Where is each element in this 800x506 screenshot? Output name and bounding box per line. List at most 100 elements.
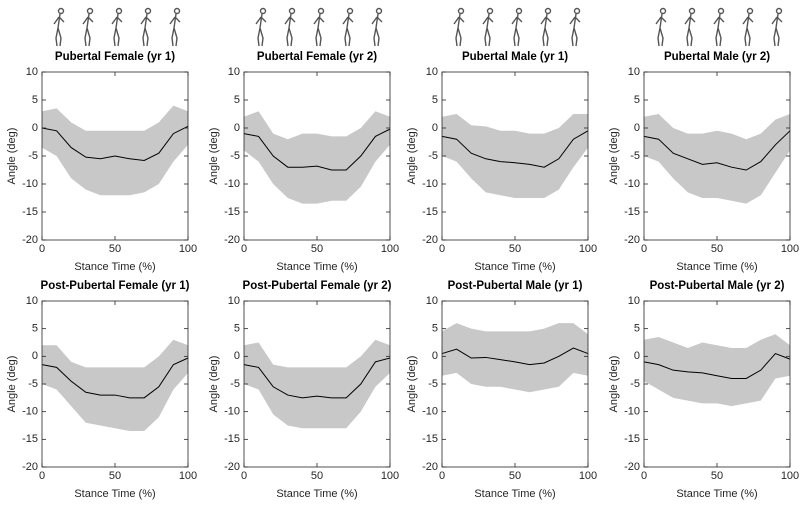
y-tick-label: 5 [432,323,438,335]
y-tick-label: -10 [224,406,240,418]
sd-band [442,114,588,198]
y-tick-label: 10 [26,66,38,78]
x-tick-label: 0 [241,470,247,482]
x-tick-label: 100 [579,243,597,255]
y-tick-label: 10 [228,66,240,78]
sd-band [42,105,188,196]
y-tick-label: 5 [432,94,438,106]
x-axis-label: Stance Time (%) [676,488,757,500]
skeleton-icon [313,7,325,47]
y-tick-label: -15 [624,206,640,218]
y-tick-label: -15 [422,206,438,218]
y-tick-label: -20 [624,234,640,246]
y-tick-label: -20 [22,234,38,246]
y-tick-label: -5 [230,378,240,390]
y-tick-label: 0 [432,122,438,134]
mean-line [243,357,391,399]
skeleton-icon [82,7,94,47]
x-tick-label: 50 [311,243,323,255]
chart-title: Pubertal Male (yr 2) [664,51,770,63]
y-tick-label: -5 [230,150,240,162]
skeleton-icon [255,7,267,47]
y-tick-label: -5 [630,378,640,390]
y-tick-label: -15 [224,433,240,445]
skeleton-icon [169,7,181,47]
y-axis-label: Angle (deg) [406,356,418,413]
y-tick-label: 0 [32,122,38,134]
skeleton-icon [371,7,383,47]
skeleton-head [317,7,325,15]
x-axis-label: Stance Time (%) [474,261,555,273]
x-tick-label: 50 [509,470,521,482]
chart-title: Pubertal Male (yr 1) [462,51,568,63]
skeleton-body [169,13,181,47]
x-tick-label: 50 [711,470,723,482]
mean-line [243,128,391,171]
skeleton-body [111,13,123,47]
skeleton-icon [111,7,123,47]
y-tick-label: 5 [32,94,38,106]
y-tick-label: 5 [634,323,640,335]
skeleton-head [375,7,383,15]
x-tick-label: 0 [439,470,445,482]
skeleton-head [173,7,181,15]
x-tick-label: 100 [179,470,197,482]
y-axis-label: Angle (deg) [208,356,220,413]
y-tick-label: 0 [32,350,38,362]
skeleton-head [57,7,65,15]
y-tick-label: -20 [224,461,240,473]
mean-line [441,130,589,168]
y-tick-label: -20 [22,461,38,473]
y-tick-label: -20 [422,234,438,246]
y-tick-label: 10 [628,295,640,307]
x-axis-label: Stance Time (%) [474,488,555,500]
x-axis-label: Stance Time (%) [676,261,757,273]
y-tick-label: -5 [630,150,640,162]
x-tick-label: 100 [381,470,399,482]
x-tick-label: 100 [579,470,597,482]
skeleton-head [259,7,267,15]
y-tick-label: -15 [224,206,240,218]
y-tick-label: -10 [224,178,240,190]
skeleton-icon [482,7,494,47]
y-tick-label: 0 [634,350,640,362]
y-tick-label: 0 [234,350,240,362]
sd-band [442,323,588,393]
x-tick-label: 0 [241,243,247,255]
y-tick-label: -15 [422,433,438,445]
mean-line [41,357,189,399]
skeleton-body [569,13,581,47]
sd-band [644,114,790,204]
x-tick-label: 50 [311,470,323,482]
skeleton-head [746,7,754,15]
skeleton-body [684,13,696,47]
y-axis-label: Angle (deg) [208,128,220,185]
sd-band [42,339,188,432]
y-tick-label: 5 [234,94,240,106]
x-tick-label: 0 [39,470,45,482]
y-tick-label: -10 [624,178,640,190]
skeleton-head [717,7,725,15]
y-tick-label: 10 [628,66,640,78]
x-tick-label: 100 [381,243,399,255]
skeleton-head [144,7,152,15]
skeleton-body [342,13,354,47]
y-tick-label: -5 [428,150,438,162]
chart-title: Pubertal Female (yr 1) [55,51,175,63]
y-tick-label: -15 [22,206,38,218]
y-tick-label: -10 [422,406,438,418]
x-tick-label: 0 [641,243,647,255]
skeleton-icon [540,7,552,47]
y-tick-label: 0 [634,122,640,134]
skeleton-icon [140,7,152,47]
skeleton-body [713,13,725,47]
y-tick-label: 10 [228,295,240,307]
skeleton-body [140,13,152,47]
skeleton-icon [684,7,696,47]
y-tick-label: -5 [28,378,38,390]
skeleton-head [515,7,523,15]
